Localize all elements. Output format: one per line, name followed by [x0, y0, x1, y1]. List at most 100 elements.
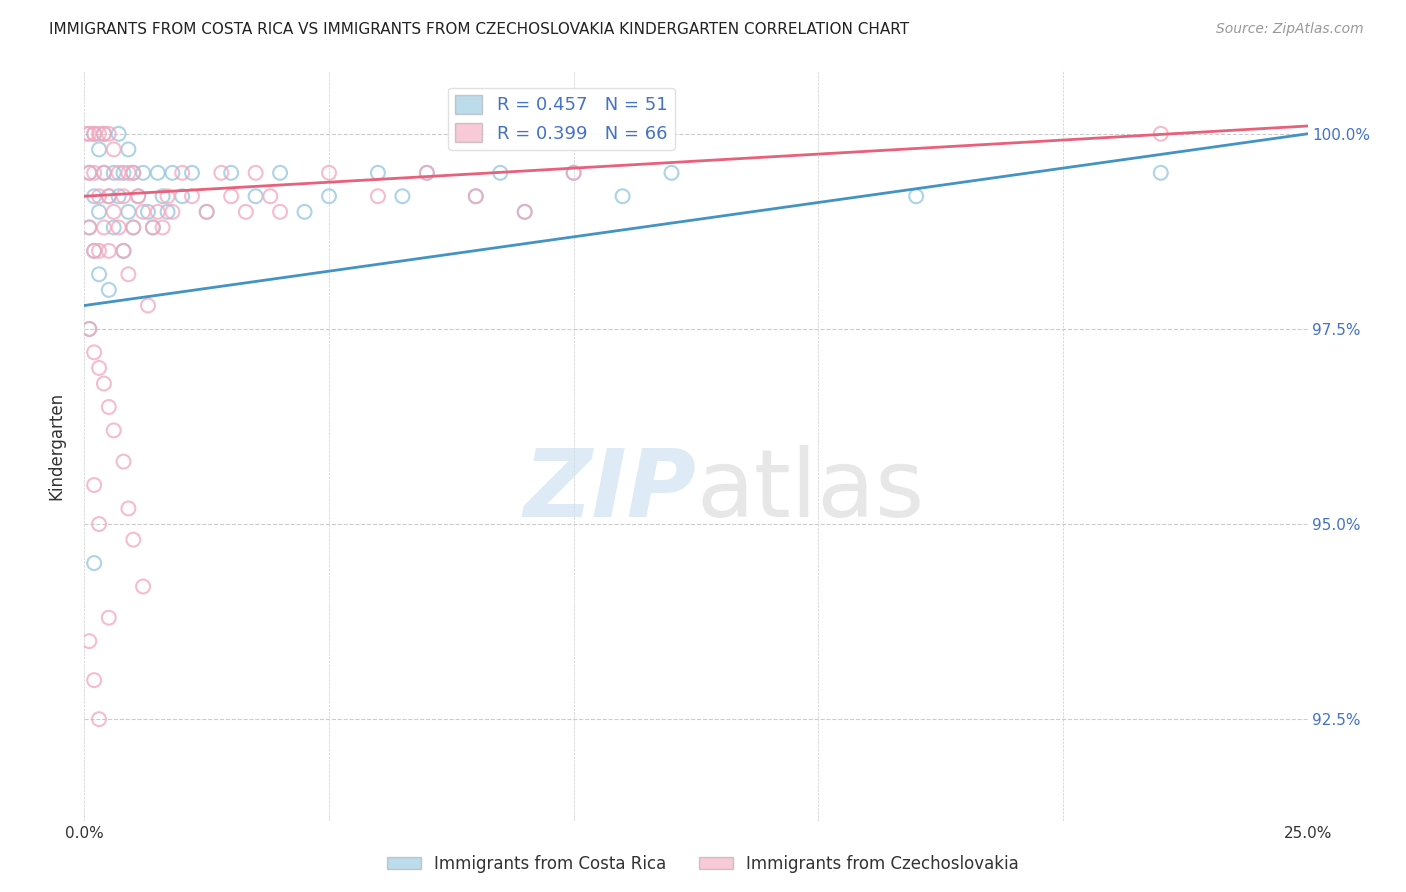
Point: [107, 220, 129, 235]
Point: [416, 166, 439, 180]
Point: [83, 556, 105, 570]
Point: [162, 204, 184, 219]
Point: [235, 204, 257, 219]
Point: [172, 189, 194, 203]
Point: [181, 166, 204, 180]
Point: [136, 299, 159, 313]
Point: [103, 423, 125, 437]
Legend: R = 0.457   N = 51, R = 0.399   N = 66: R = 0.457 N = 51, R = 0.399 N = 66: [449, 88, 675, 150]
Point: [245, 166, 267, 180]
Point: [112, 189, 135, 203]
Point: [97, 283, 120, 297]
Point: [162, 166, 184, 180]
Point: [132, 204, 155, 219]
Point: [87, 127, 110, 141]
Point: [107, 189, 129, 203]
Point: [87, 204, 110, 219]
Point: [117, 501, 139, 516]
Point: [77, 322, 100, 336]
Point: [87, 360, 110, 375]
Point: [93, 127, 115, 141]
Point: [146, 204, 169, 219]
Point: [93, 376, 115, 391]
Point: [172, 166, 194, 180]
Point: [112, 455, 135, 469]
Point: [142, 220, 165, 235]
Point: [97, 611, 120, 625]
Point: [97, 189, 120, 203]
Point: [83, 478, 105, 492]
Point: [93, 166, 115, 180]
Y-axis label: Kindergarten: Kindergarten: [48, 392, 66, 500]
Point: [132, 166, 155, 180]
Point: [127, 189, 149, 203]
Point: [87, 142, 110, 156]
Point: [195, 204, 218, 219]
Point: [87, 189, 110, 203]
Text: atlas: atlas: [696, 445, 924, 537]
Point: [661, 166, 683, 180]
Point: [1150, 127, 1173, 141]
Point: [103, 166, 125, 180]
Point: [77, 322, 100, 336]
Point: [77, 220, 100, 235]
Point: [93, 220, 115, 235]
Point: [87, 244, 110, 258]
Text: ZIP: ZIP: [523, 445, 696, 537]
Point: [142, 220, 165, 235]
Point: [245, 189, 267, 203]
Point: [513, 204, 536, 219]
Point: [77, 127, 100, 141]
Point: [103, 220, 125, 235]
Text: IMMIGRANTS FROM COSTA RICA VS IMMIGRANTS FROM CZECHOSLOVAKIA KINDERGARTEN CORREL: IMMIGRANTS FROM COSTA RICA VS IMMIGRANTS…: [49, 22, 910, 37]
Point: [97, 189, 120, 203]
Point: [416, 166, 439, 180]
Point: [87, 517, 110, 532]
Point: [107, 127, 129, 141]
Point: [152, 220, 174, 235]
Point: [905, 189, 928, 203]
Point: [195, 204, 218, 219]
Point: [367, 189, 389, 203]
Point: [156, 189, 179, 203]
Point: [97, 244, 120, 258]
Point: [83, 673, 105, 688]
Point: [112, 166, 135, 180]
Point: [103, 204, 125, 219]
Text: Source: ZipAtlas.com: Source: ZipAtlas.com: [1216, 22, 1364, 37]
Point: [464, 189, 486, 203]
Point: [77, 166, 100, 180]
Point: [259, 189, 281, 203]
Point: [1150, 166, 1173, 180]
Point: [612, 189, 634, 203]
Point: [152, 189, 174, 203]
Point: [318, 166, 340, 180]
Point: [117, 204, 139, 219]
Legend: Immigrants from Costa Rica, Immigrants from Czechoslovakia: Immigrants from Costa Rica, Immigrants f…: [381, 848, 1025, 880]
Point: [122, 166, 145, 180]
Point: [83, 244, 105, 258]
Point: [318, 189, 340, 203]
Point: [367, 166, 389, 180]
Point: [122, 166, 145, 180]
Point: [391, 189, 413, 203]
Point: [294, 204, 316, 219]
Point: [87, 712, 110, 726]
Point: [132, 579, 155, 593]
Point: [156, 204, 179, 219]
Point: [117, 166, 139, 180]
Point: [219, 189, 242, 203]
Point: [122, 220, 145, 235]
Point: [77, 220, 100, 235]
Point: [136, 204, 159, 219]
Point: [269, 166, 291, 180]
Point: [93, 166, 115, 180]
Point: [112, 244, 135, 258]
Point: [489, 166, 512, 180]
Point: [83, 345, 105, 359]
Point: [83, 244, 105, 258]
Point: [97, 127, 120, 141]
Point: [513, 204, 536, 219]
Point: [464, 189, 486, 203]
Point: [117, 142, 139, 156]
